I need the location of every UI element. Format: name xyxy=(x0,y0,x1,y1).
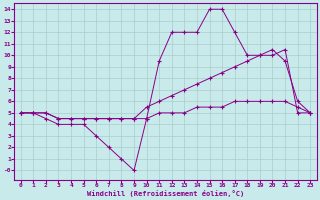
X-axis label: Windchill (Refroidissement éolien,°C): Windchill (Refroidissement éolien,°C) xyxy=(87,190,244,197)
